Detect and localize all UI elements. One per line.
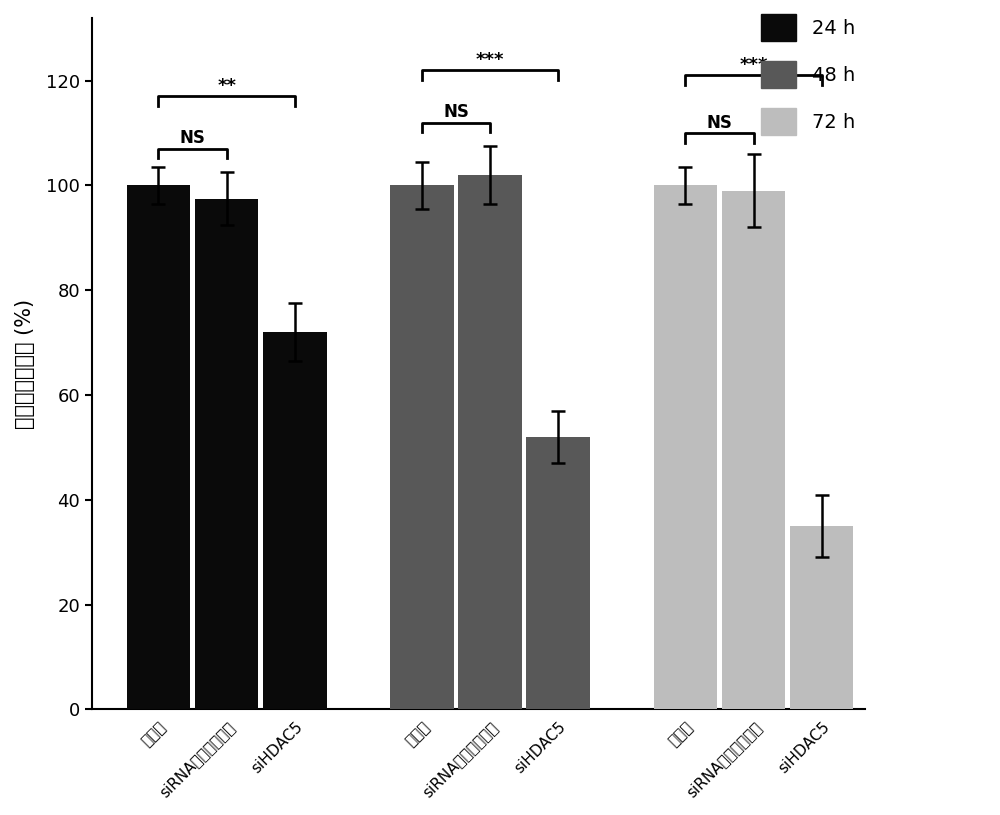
Bar	[790, 526, 853, 709]
Bar	[722, 191, 785, 709]
Y-axis label: 活性细胞百分比 (%): 活性细胞百分比 (%)	[15, 298, 35, 429]
Legend: 24 h, 48 h, 72 h: 24 h, 48 h, 72 h	[761, 14, 855, 135]
Text: ***: ***	[739, 56, 768, 74]
Text: NS: NS	[443, 103, 469, 121]
Bar	[390, 186, 454, 709]
Bar	[127, 186, 190, 709]
Text: ***: ***	[476, 51, 504, 68]
Text: NS: NS	[180, 130, 205, 148]
Bar	[654, 186, 717, 709]
Bar	[458, 175, 522, 709]
Text: **: **	[217, 77, 236, 95]
Bar	[195, 199, 258, 709]
Bar	[526, 437, 590, 709]
Text: NS: NS	[706, 113, 732, 131]
Bar	[263, 333, 327, 709]
